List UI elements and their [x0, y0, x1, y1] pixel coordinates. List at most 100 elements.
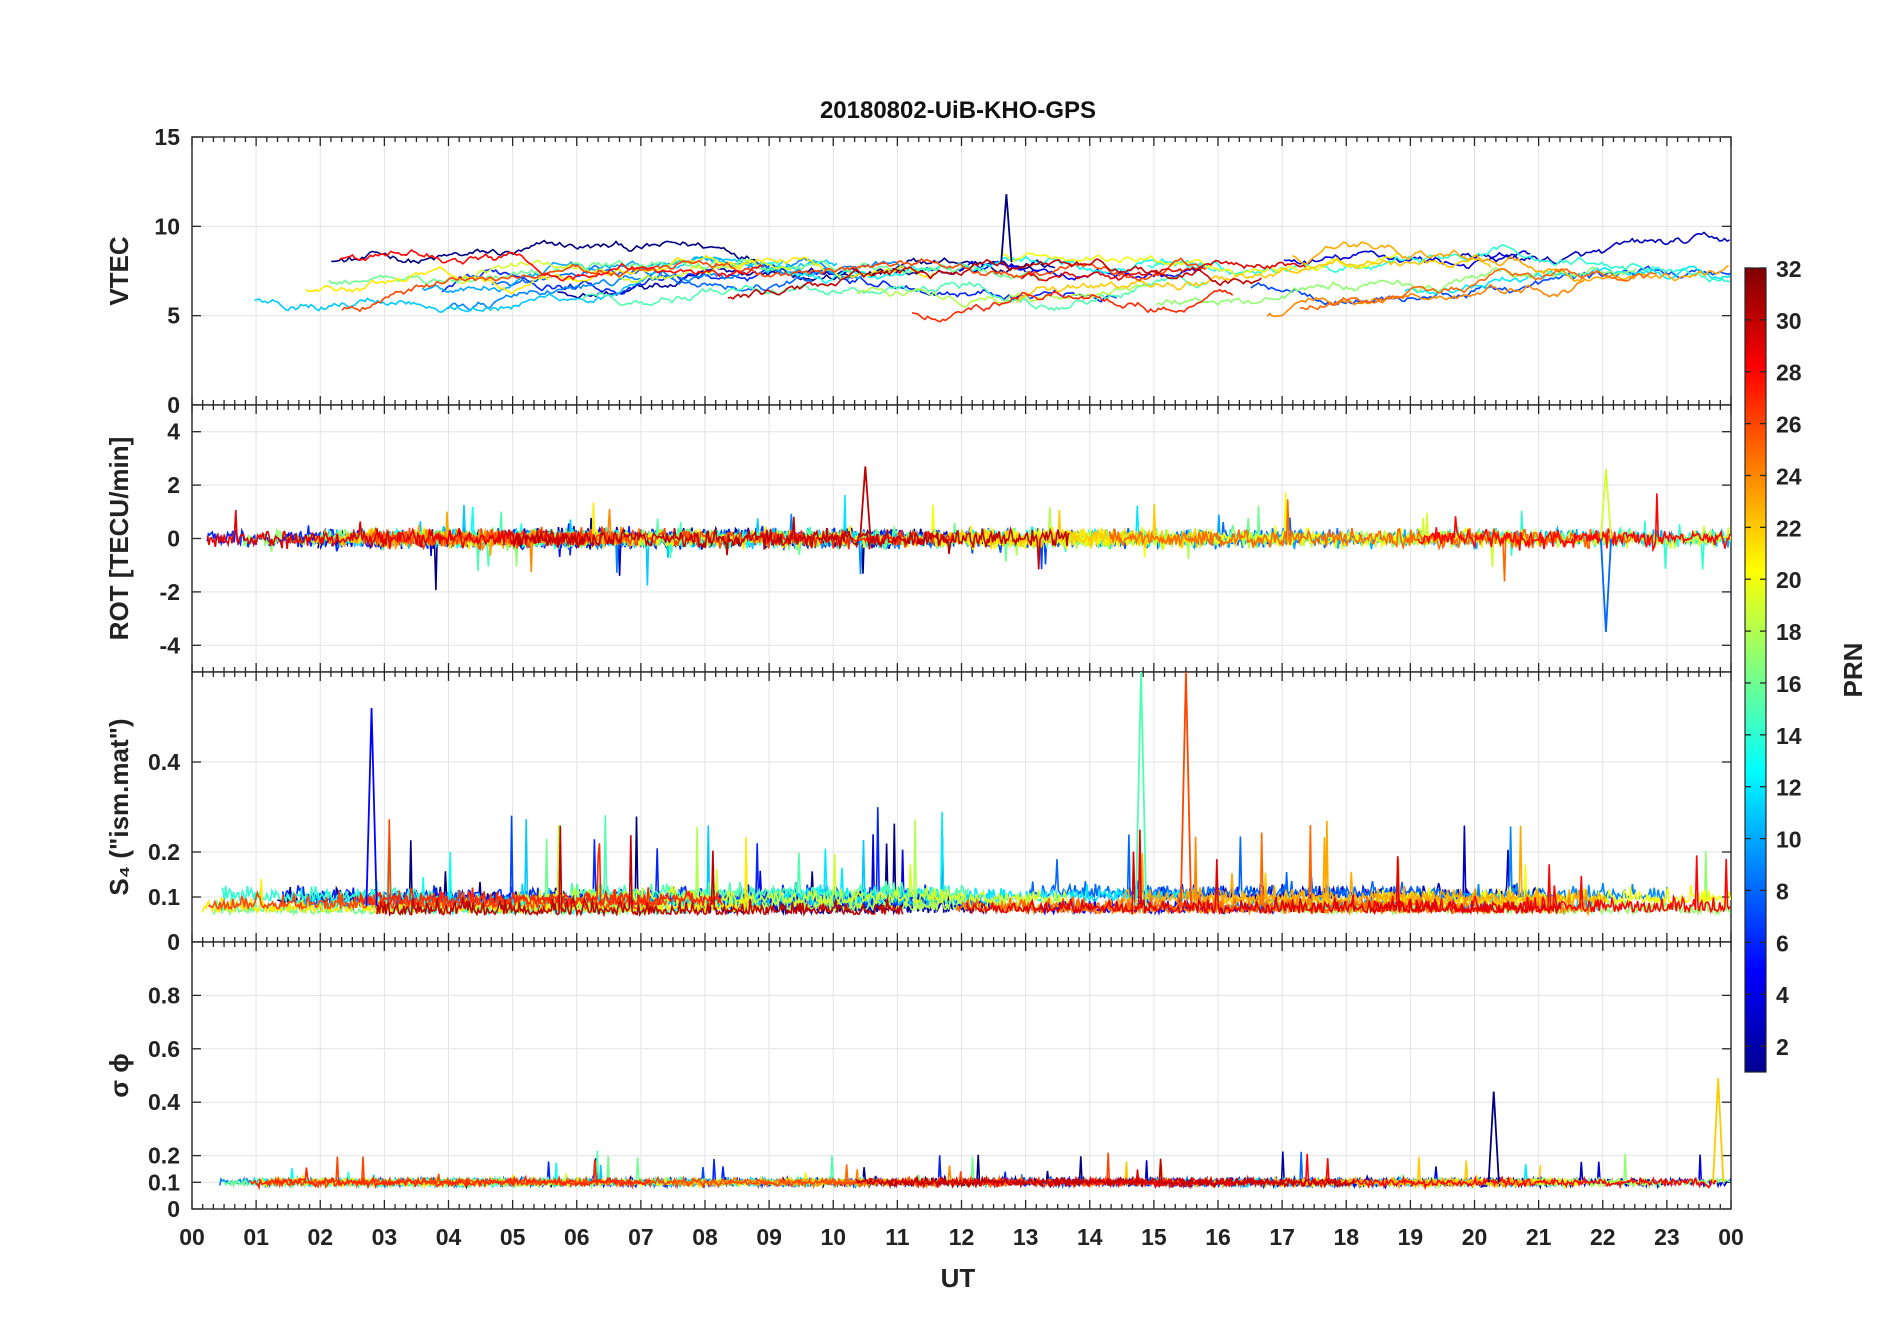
colorbar-tick-label: 32	[1776, 256, 1802, 282]
series-line-prn-23	[1292, 241, 1729, 283]
colorbar-tick-label: 28	[1776, 360, 1802, 386]
y-tick-label: 0	[167, 929, 180, 955]
y-axis-label-sigma_phi: σ ϕ	[104, 1053, 134, 1098]
x-tick-label: 04	[436, 1224, 462, 1250]
colorbar-tick-label: 20	[1776, 567, 1802, 593]
series-rot	[206, 466, 1731, 632]
y-tick-label: 0.8	[148, 982, 180, 1008]
series-line-prn-29	[966, 829, 1562, 916]
x-tick-label: 15	[1141, 1224, 1167, 1250]
colorbar-tick-label: 16	[1776, 671, 1802, 697]
series-line-prn-28	[339, 248, 764, 282]
series-line-prn-24	[1266, 278, 1586, 318]
y-tick-label: 0.2	[148, 839, 180, 865]
y-tick-label: 10	[154, 213, 180, 239]
series-line-prn-1	[331, 239, 1040, 282]
series-line-prn-15	[581, 273, 1209, 312]
y-tick-label: -2	[160, 579, 180, 605]
x-tick-label: 18	[1333, 1224, 1359, 1250]
x-tick-label: 21	[1526, 1224, 1552, 1250]
series-line-prn-29	[1020, 259, 1307, 282]
colorbar-tick-label: 14	[1776, 723, 1802, 749]
x-tick-label: 01	[243, 1224, 269, 1250]
x-tick-label: 19	[1398, 1224, 1424, 1250]
y-tick-label: 0	[167, 392, 180, 418]
y-tick-label: 0.1	[148, 1169, 180, 1195]
series-line-prn-17	[1156, 266, 1637, 306]
series-line-prn-28	[1417, 493, 1731, 553]
x-tick-label: 09	[756, 1224, 782, 1250]
series-vtec	[254, 194, 1731, 323]
colorbar-tick-label: 10	[1776, 827, 1802, 853]
y-axis-label-vtec: VTEC	[104, 236, 134, 306]
colorbar-tick-label: 24	[1776, 463, 1802, 489]
series-line-prn-27	[249, 1159, 652, 1191]
series-line-prn-26	[341, 257, 1207, 313]
y-tick-label: 0.2	[148, 1143, 180, 1169]
x-tick-label: 16	[1205, 1224, 1231, 1250]
x-tick-label: 10	[820, 1224, 846, 1250]
x-tick-label: 06	[564, 1224, 590, 1250]
series-line-prn-20	[1001, 251, 1400, 277]
colorbar-gradient	[1744, 267, 1767, 1073]
y-tick-label: 0.1	[148, 884, 180, 910]
colorbar-tick-label: 26	[1776, 412, 1802, 438]
x-tick-label: 23	[1654, 1224, 1680, 1250]
panel-vtec: 0 5 10 15 VTEC	[104, 124, 1732, 418]
y-tick-label: 0.6	[148, 1036, 180, 1062]
y-axis-label-rot: ROT [TECU/min]	[104, 437, 134, 641]
x-tick-label: 14	[1077, 1224, 1103, 1250]
colorbar-tick-label: 22	[1776, 515, 1802, 541]
y-axis-label-s4: S₄ ("ism.mat")	[104, 718, 134, 895]
x-tick-label: 12	[949, 1224, 975, 1250]
series-s4	[201, 672, 1731, 918]
series-line-prn-22	[1015, 256, 1492, 304]
panel-s4: 0 0.1 0.2 0.4 S₄ ("ism.mat")	[104, 671, 1732, 955]
colorbar-tick-label: 18	[1776, 619, 1802, 645]
series-line-prn-25	[1299, 268, 1657, 311]
y-tick-label: 2	[167, 472, 180, 498]
colorbar-tick-label: 6	[1776, 930, 1789, 956]
x-tick-label: 03	[372, 1224, 398, 1250]
y-tick-label: -4	[160, 632, 181, 658]
y-tick-label: 5	[167, 303, 180, 329]
x-tick-label: 22	[1590, 1224, 1616, 1250]
series-line-prn-30	[727, 258, 1262, 300]
x-tick-label: 00	[1718, 1224, 1744, 1250]
y-tick-label: 0	[167, 1196, 180, 1222]
extreme-spike	[1179, 672, 1192, 907]
series-sigma_phi	[218, 1078, 1731, 1191]
panel-sigma_phi: 00.10.2 0.4 0.6 0.8 σ ϕ	[104, 941, 1732, 1222]
colorbar-tick-label: 2	[1776, 1034, 1789, 1060]
y-tick-label: 0.4	[148, 749, 180, 775]
series-line-prn-27	[911, 288, 1234, 323]
colorbar-tick-label: 30	[1776, 308, 1802, 334]
y-tick-label: 0	[167, 526, 180, 552]
extreme-spike	[1712, 1078, 1725, 1183]
series-line-prn-30	[854, 1158, 1355, 1189]
colorbar-label: PRN	[1838, 643, 1868, 698]
x-axis-tick-labels: 00 01 02 03 04 05 06 07 08 09 10 11 12 13 14 15 16 17 18 19…	[179, 1224, 1744, 1250]
extreme-spike	[1599, 538, 1612, 632]
y-tick-label: 4	[167, 419, 180, 445]
extreme-spike	[365, 707, 378, 907]
extreme-spike	[859, 466, 872, 539]
series-line-prn-25	[1108, 499, 1638, 582]
x-tick-label: 08	[692, 1224, 718, 1250]
chart-title: 20180802-UiB-KHO-GPS	[820, 97, 1096, 124]
x-tick-label: 00	[179, 1224, 205, 1250]
x-tick-label: 13	[1013, 1224, 1039, 1250]
extreme-spike	[1599, 469, 1612, 539]
colorbar-tick-label: 12	[1776, 775, 1802, 801]
x-tick-label: 07	[628, 1224, 654, 1250]
series-line-prn-19	[459, 259, 792, 285]
extreme-spike	[1135, 672, 1148, 907]
x-tick-label: 11	[885, 1224, 910, 1250]
colorbar-tick-label: 4	[1776, 982, 1789, 1008]
x-tick-label: 02	[307, 1224, 333, 1250]
series-line-prn-30	[376, 825, 904, 918]
extreme-spike	[1487, 1091, 1500, 1183]
